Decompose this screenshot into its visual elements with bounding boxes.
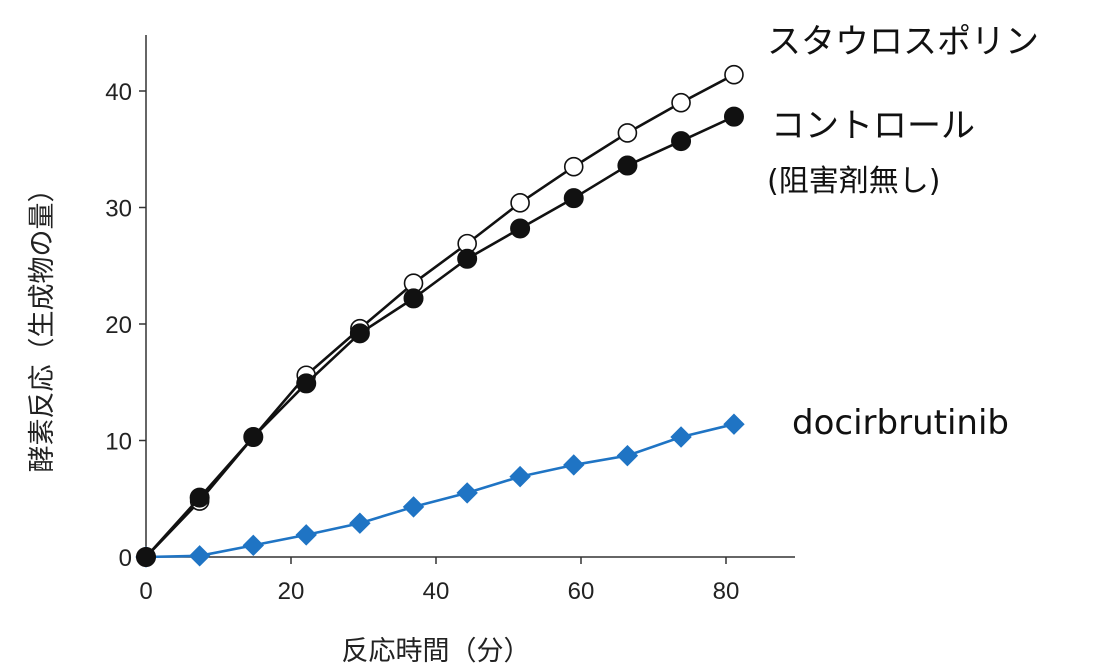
- x-tick-label: 0: [139, 578, 152, 605]
- data-point-control: [243, 427, 264, 448]
- data-point-docirbrutinib: [563, 454, 585, 476]
- x-axis-title: 反応時間（分）: [342, 636, 531, 667]
- y-axis-title: 酵素反応（生成物の量）: [27, 176, 58, 473]
- data-point-control: [296, 373, 317, 394]
- y-tick-label: 30: [105, 196, 132, 223]
- data-point-control: [617, 155, 638, 176]
- data-point-staurosporine: [724, 64, 744, 85]
- data-point-control: [563, 188, 584, 209]
- data-point-control: [457, 248, 478, 269]
- series-line-staurosporine: [145, 73, 735, 558]
- data-point-docirbrutinib: [188, 545, 211, 567]
- data-point-staurosporine: [671, 92, 691, 113]
- data-point-control: [136, 547, 156, 567]
- series-label-staurosporine: スタウロスポリン: [767, 22, 1039, 62]
- data-point-staurosporine: [510, 193, 530, 213]
- y-tick-label: 0: [119, 545, 132, 572]
- data-point-docirbrutinib: [295, 524, 317, 546]
- data-point-control: [403, 288, 424, 309]
- data-point-docirbrutinib: [509, 465, 531, 488]
- x-tick-label: 80: [713, 578, 740, 605]
- data-point-control: [349, 323, 370, 344]
- data-point-docirbrutinib: [723, 413, 745, 435]
- data-point-docirbrutinib: [456, 482, 478, 504]
- data-point-docirbrutinib: [349, 512, 371, 534]
- axes: [145, 35, 795, 558]
- x-axis-ticks: 0 20 40 60 80: [139, 557, 739, 605]
- data-point-docirbrutinib: [402, 496, 425, 518]
- series-line-control: [145, 115, 735, 558]
- data-point-docirbrutinib: [616, 444, 639, 467]
- data-point-control: [510, 218, 531, 239]
- series-label-control: コントロール: [771, 106, 975, 146]
- x-tick-label: 20: [278, 578, 305, 605]
- series-label-control-note: (阻害剤無し): [767, 164, 940, 199]
- y-tick-label: 10: [105, 429, 132, 456]
- series-staurosporine: [136, 64, 744, 567]
- series-docirbrutinib: [135, 413, 745, 568]
- series-layer: [135, 64, 745, 568]
- y-tick-label: 40: [105, 79, 132, 106]
- data-point-docirbrutinib: [242, 534, 265, 557]
- x-tick-label: 60: [568, 578, 595, 605]
- data-point-staurosporine: [617, 123, 638, 143]
- y-axis-ticks: 0 10 20 30 40: [105, 79, 146, 572]
- y-tick-label: 20: [105, 312, 132, 339]
- series-label-docirbrutinib: docirbrutinib: [792, 403, 1009, 443]
- data-point-control: [723, 106, 744, 127]
- data-point-control: [671, 131, 692, 152]
- data-point-docirbrutinib: [670, 426, 692, 448]
- data-point-staurosporine: [563, 156, 584, 177]
- series-line-docirbrutinib: [145, 422, 735, 559]
- data-point-control: [189, 487, 210, 508]
- series-control: [136, 106, 744, 567]
- x-tick-label: 40: [423, 578, 450, 605]
